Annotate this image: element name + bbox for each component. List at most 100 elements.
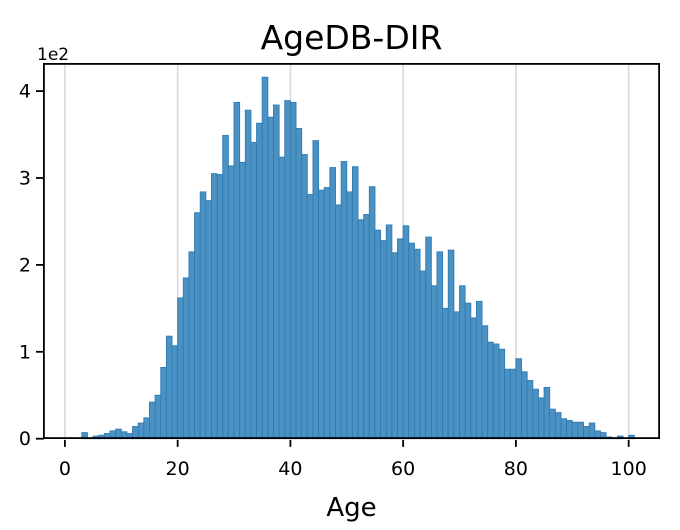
histogram-bar (453, 311, 460, 440)
histogram-bar (368, 186, 376, 440)
histogram-bar (149, 401, 156, 440)
histogram-bar (216, 174, 224, 440)
histogram-bar (380, 240, 387, 440)
histogram-bar (250, 141, 258, 440)
histogram-bar (165, 335, 173, 440)
histogram-bar (413, 248, 421, 440)
histogram-bar (261, 76, 269, 440)
y-tick-label: 2 (19, 254, 31, 276)
histogram-bar (312, 140, 320, 440)
histogram-bar (205, 200, 212, 440)
histogram-bar (425, 236, 432, 440)
histogram-bar (137, 422, 145, 440)
histogram-bar (487, 341, 494, 440)
histogram-bar (588, 422, 596, 440)
histogram-bar (385, 224, 393, 440)
histogram-bar (351, 166, 359, 440)
histogram-bar (306, 194, 314, 440)
histogram-bar (397, 238, 404, 440)
histogram-bar (566, 420, 573, 440)
histogram-bar (239, 161, 246, 440)
histogram-bar (464, 302, 472, 440)
histogram-bar (470, 317, 477, 440)
histogram-bar (402, 225, 410, 440)
x-tick-label: 40 (278, 458, 302, 480)
histogram-bars-group (81, 76, 635, 440)
histogram-bar (436, 251, 444, 440)
histogram-bar (391, 252, 398, 440)
histogram-bar (301, 154, 308, 440)
histogram-bar (571, 421, 579, 440)
x-tick-label: 100 (611, 458, 647, 480)
histogram-bar (267, 116, 274, 440)
histogram-bar (374, 229, 382, 440)
histogram-bar (408, 242, 415, 440)
histogram-bar (323, 187, 331, 440)
y-axis-offset-label: 1e2 (37, 45, 69, 65)
histogram-bar (199, 191, 207, 440)
histogram-bar (419, 270, 427, 440)
histogram-bar (284, 100, 291, 440)
histogram-bar (532, 388, 539, 440)
x-ticks-group: 0 20 40 60 80 100 (59, 439, 647, 480)
histogram-bar (289, 101, 297, 440)
histogram-bar (430, 285, 438, 440)
histogram-bar (188, 251, 196, 440)
histogram-bar (171, 345, 179, 440)
histogram-bar (222, 134, 229, 440)
y-tick-label: 1 (19, 341, 31, 363)
histogram-bar (154, 394, 162, 440)
histogram-bar (526, 380, 534, 440)
histogram-bar (132, 426, 139, 440)
y-tick-label: 0 (19, 428, 31, 450)
histogram-bar (481, 325, 489, 440)
histogram-bar (447, 249, 455, 440)
histogram-bar (560, 418, 568, 440)
histogram-bar (577, 421, 584, 440)
histogram-bar (318, 189, 325, 440)
histogram-bar (521, 371, 528, 440)
histogram-bar (244, 109, 252, 440)
x-tick-label: 0 (59, 458, 71, 480)
histogram-bar (160, 366, 167, 440)
histogram-bar (233, 101, 241, 440)
histogram-bar (182, 277, 190, 440)
histogram-bar (549, 408, 556, 440)
histogram-bar (363, 214, 370, 440)
histogram-bar (459, 285, 466, 440)
histogram-bar (194, 212, 201, 440)
x-tick-label: 20 (166, 458, 190, 480)
y-ticks-group: 0 1 2 3 4 (19, 81, 44, 450)
histogram-bar (442, 307, 449, 440)
histogram-bar (143, 417, 150, 440)
histogram-bar (498, 348, 506, 440)
histogram-bar (538, 397, 545, 440)
histogram-bar (340, 161, 348, 440)
histogram-bar (492, 343, 500, 440)
x-tick-label: 80 (504, 458, 528, 480)
x-tick-label: 60 (391, 458, 415, 480)
histogram-bar (346, 191, 353, 440)
histogram-bar (515, 358, 522, 440)
histogram-bar (227, 165, 235, 440)
histogram-bar (177, 297, 184, 440)
histogram-bar (273, 104, 280, 440)
y-tick-label: 3 (19, 168, 31, 190)
histogram-bar (256, 122, 263, 440)
histogram-bar (295, 128, 303, 440)
chart-title: AgeDB-DIR (261, 18, 443, 57)
histogram-bar (543, 386, 551, 440)
histogram-bar (357, 219, 365, 440)
histogram-bar (504, 368, 511, 440)
histogram-bar (211, 173, 218, 440)
histogram-bar (335, 204, 342, 440)
histogram-bar (554, 412, 562, 440)
y-tick-label: 4 (19, 81, 31, 103)
x-axis-label: Age (326, 493, 376, 523)
histogram-bar (475, 300, 483, 440)
histogram-bar (509, 368, 517, 440)
histogram-bar (278, 156, 286, 440)
axes-border (43, 63, 661, 440)
